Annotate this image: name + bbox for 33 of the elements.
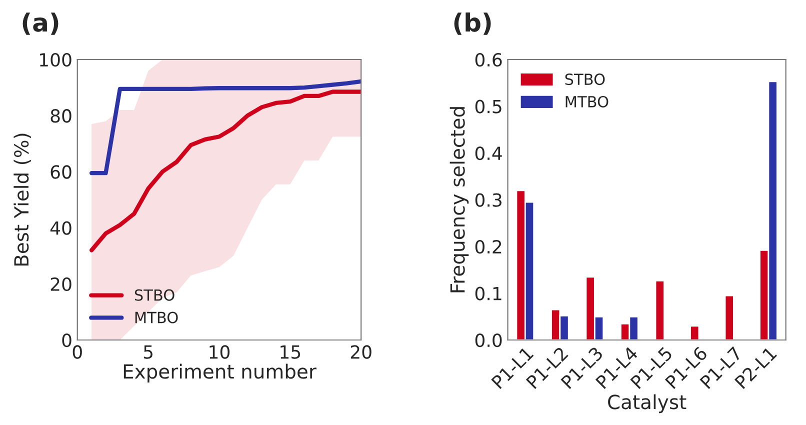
y-tick-label: 0.5	[475, 100, 502, 114]
y-axis-title: Best Yield (%)	[14, 134, 32, 266]
y-tick-label: 80	[50, 109, 72, 123]
y-tick-label: 0.6	[475, 52, 502, 67]
x-tick-label: 20	[350, 345, 372, 359]
bar	[724, 294, 734, 340]
x-tick-label: 15	[280, 345, 300, 359]
legend-label: STBO	[565, 74, 605, 86]
y-tick-label: 0	[62, 333, 72, 348]
y-tick-label: 0.0	[475, 333, 502, 348]
x-tick-label: 10	[210, 345, 230, 359]
legend-label: STBO	[134, 289, 174, 301]
y-tick-label: 60	[50, 165, 72, 179]
y-tick-label: 40	[50, 221, 72, 235]
y-tick-label: 0.4	[475, 146, 502, 160]
y-axis-title: Frequency selected	[450, 107, 469, 292]
y-tick-label: 100	[40, 52, 72, 67]
chart-title: (a)	[22, 12, 58, 35]
x-axis-title: Experiment number	[124, 364, 316, 383]
bar	[690, 325, 700, 340]
x-tick-label: 0	[72, 345, 82, 359]
y-tick-label: 0.1	[475, 286, 502, 300]
legend-label: MTBO	[135, 312, 178, 324]
line-series	[89, 79, 362, 176]
line-series	[89, 90, 362, 252]
x-tick-label: 5	[144, 345, 152, 359]
y-tick-label: 0.3	[475, 193, 502, 207]
y-tick-label: 0.2	[475, 240, 502, 254]
y-tick-label: 20	[50, 277, 72, 292]
bar	[654, 280, 665, 340]
legend-label: MTBO	[566, 96, 608, 108]
x-axis-title: Catalyst	[608, 394, 686, 414]
chart-title: (b)	[454, 12, 491, 35]
